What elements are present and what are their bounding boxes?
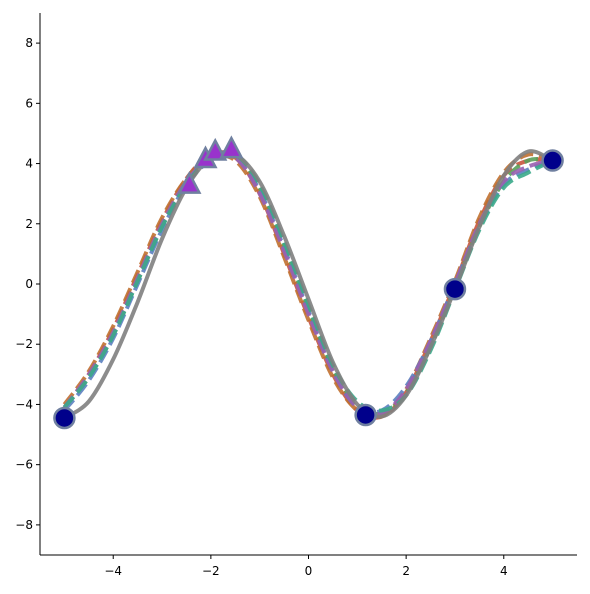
y-tick-label: 6 — [25, 96, 33, 110]
line — [62, 150, 554, 413]
x-tick-label: 2 — [402, 564, 410, 578]
x-tick-label: −4 — [104, 564, 122, 578]
x-tick-label: −2 — [202, 564, 220, 578]
line — [63, 149, 554, 420]
point — [203, 137, 228, 161]
y-tick-label: 8 — [25, 36, 33, 50]
point — [219, 135, 244, 159]
point — [443, 277, 467, 301]
y-tick-label: 2 — [25, 217, 33, 231]
point — [354, 403, 377, 427]
y-tick-label: −6 — [15, 458, 33, 472]
y-tick-label: 4 — [25, 157, 33, 171]
point — [53, 406, 76, 430]
x-tick-label: 4 — [500, 564, 508, 578]
y-tick-label: −4 — [15, 397, 33, 411]
y-tick-label: −8 — [15, 518, 33, 532]
x-tick-label: 0 — [305, 564, 313, 578]
point — [541, 149, 564, 172]
point — [177, 170, 202, 194]
y-tick-label: −2 — [15, 337, 33, 351]
y-tick-label: 0 — [25, 277, 33, 291]
